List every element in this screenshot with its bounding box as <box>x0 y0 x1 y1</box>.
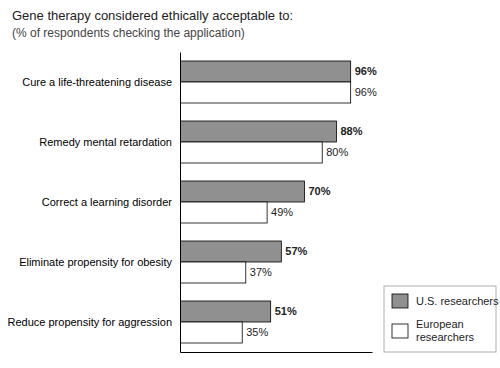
legend-label-line: European <box>416 318 464 330</box>
legend-label: Europeanresearchers <box>416 318 475 343</box>
y-tick-label: Reduce propensity for aggression <box>8 316 172 328</box>
subtitle: (% of respondents checking the applicati… <box>12 26 245 40</box>
data-label: 35% <box>246 326 268 338</box>
bar <box>180 241 281 262</box>
y-tick: Correct a learning disorder <box>42 196 173 208</box>
x-axis <box>181 352 373 353</box>
legend: U.S. researchers Europeanresearchers <box>384 286 499 352</box>
y-tick-label: Correct a learning disorder <box>42 196 173 208</box>
bar <box>180 61 351 82</box>
chart: Gene therapy considered ethically accept… <box>0 0 500 368</box>
x-axis-line <box>181 352 373 353</box>
bar <box>180 82 351 103</box>
data-label: 49% <box>271 206 293 218</box>
bar <box>180 322 242 343</box>
plot: 96% 88% 70% 57% 51% 96% 80% 49% 37% 35% Cure a lif… <box>8 53 377 353</box>
bar <box>180 142 322 163</box>
y-axis-line <box>180 53 181 353</box>
legend-swatch <box>392 294 408 308</box>
legend-label-line: U.S. researchers <box>416 295 499 307</box>
bar <box>180 121 336 142</box>
y-tick-label: Eliminate propensity for obesity <box>19 256 172 268</box>
y-tick-label: Cure a life-threatening disease <box>22 76 172 88</box>
data-label: 88% <box>340 125 362 137</box>
data-label: 51% <box>275 305 297 317</box>
y-tick: Cure a life-threatening disease <box>22 76 172 88</box>
data-label: 96% <box>355 86 377 98</box>
legend-item: Europeanresearchers <box>392 318 475 343</box>
y-tick: Reduce propensity for aggression <box>8 316 172 328</box>
data-label: 37% <box>250 266 272 278</box>
legend-swatch <box>392 324 408 338</box>
legend-item: U.S. researchers <box>392 294 499 308</box>
data-labels: 96% 88% 70% 57% 51% 96% 80% 49% 37% 35% <box>246 65 377 338</box>
bar <box>180 301 271 322</box>
bar <box>180 181 304 202</box>
y-tick: Eliminate propensity for obesity <box>19 256 172 268</box>
legend-label-line: researchers <box>416 331 475 343</box>
bar <box>180 262 246 283</box>
background <box>0 0 500 368</box>
y-tick: Remedy mental retardation <box>39 136 172 148</box>
data-label: 57% <box>285 245 307 257</box>
data-label: 70% <box>308 185 330 197</box>
legend-label: U.S. researchers <box>416 295 499 307</box>
data-label: 80% <box>326 146 348 158</box>
bars <box>180 61 351 343</box>
y-axis: Cure a life-threatening disease Remedy me… <box>8 53 181 353</box>
bar <box>180 202 267 223</box>
data-label: 96% <box>355 65 377 77</box>
y-tick-label: Remedy mental retardation <box>39 136 172 148</box>
title: Gene therapy considered ethically accept… <box>12 8 293 23</box>
